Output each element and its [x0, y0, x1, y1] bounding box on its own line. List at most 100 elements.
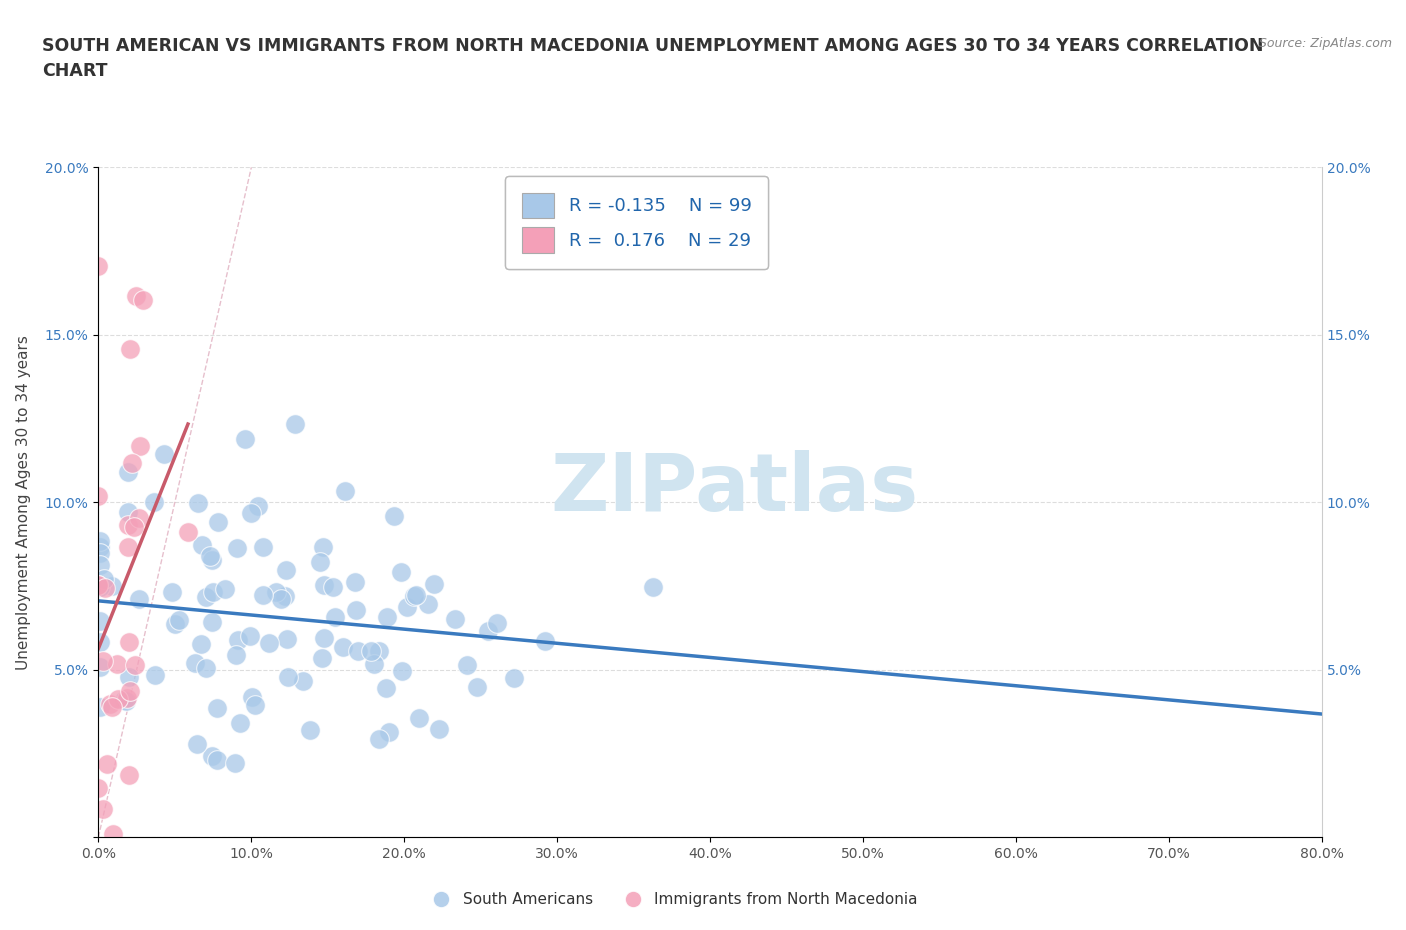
Point — [416, 596, 439, 611]
Text: Source: ZipAtlas.com: Source: ZipAtlas.com — [1258, 37, 1392, 50]
Point — [423, 577, 446, 591]
Point — [89, 613, 111, 628]
Point — [118, 670, 141, 684]
Point — [89, 659, 111, 674]
Point — [240, 689, 263, 704]
Point — [186, 737, 208, 751]
Point — [214, 582, 236, 597]
Point — [291, 674, 314, 689]
Point — [298, 723, 321, 737]
Point — [207, 752, 229, 767]
Point — [344, 602, 367, 617]
Point — [533, 634, 555, 649]
Point — [486, 616, 509, 631]
Text: SOUTH AMERICAN VS IMMIGRANTS FROM NORTH MACEDONIA UNEMPLOYMENT AMONG AGES 30 TO : SOUTH AMERICAN VS IMMIGRANTS FROM NORTH … — [42, 37, 1264, 80]
Point — [128, 439, 150, 454]
Point — [239, 629, 262, 644]
Point — [266, 584, 288, 599]
Point — [115, 691, 138, 706]
Point — [190, 538, 212, 552]
Point — [224, 756, 246, 771]
Point — [118, 768, 141, 783]
Point — [201, 749, 224, 764]
Point — [276, 563, 298, 578]
Point — [87, 488, 110, 503]
Point — [252, 539, 274, 554]
Y-axis label: Unemployment Among Ages 30 to 34 years: Unemployment Among Ages 30 to 34 years — [15, 335, 31, 670]
Point — [247, 498, 270, 513]
Point — [124, 658, 146, 672]
Point — [117, 517, 139, 532]
Point — [89, 545, 111, 560]
Point — [128, 591, 150, 606]
Point — [377, 724, 399, 739]
Point — [187, 496, 209, 511]
Point — [122, 519, 145, 534]
Point — [117, 539, 139, 554]
Point — [322, 580, 344, 595]
Point — [128, 511, 150, 525]
Point — [312, 578, 335, 592]
Point — [225, 647, 247, 662]
Point — [312, 539, 335, 554]
Text: ZIPatlas: ZIPatlas — [550, 450, 918, 528]
Point — [465, 680, 488, 695]
Point — [107, 692, 129, 707]
Point — [114, 693, 136, 708]
Point — [89, 699, 111, 714]
Point — [252, 588, 274, 603]
Point — [87, 578, 110, 592]
Point — [368, 644, 391, 658]
Point — [405, 588, 427, 603]
Point — [87, 578, 110, 592]
Point — [167, 612, 190, 627]
Point — [201, 552, 224, 567]
Point — [207, 700, 229, 715]
Point — [274, 588, 297, 603]
Point — [198, 549, 221, 564]
Point — [100, 578, 122, 593]
Point — [143, 668, 166, 683]
Point — [239, 506, 262, 521]
Point — [101, 699, 124, 714]
Point — [125, 288, 148, 303]
Point — [382, 509, 405, 524]
Point — [202, 584, 225, 599]
Point — [89, 533, 111, 548]
Point — [118, 684, 141, 698]
Point — [332, 640, 354, 655]
Point — [408, 711, 430, 725]
Point — [443, 611, 465, 626]
Point — [347, 644, 370, 658]
Point — [165, 617, 187, 631]
Point — [368, 731, 391, 746]
Point — [177, 525, 200, 539]
Point — [335, 484, 357, 498]
Point — [101, 826, 124, 841]
Point — [404, 589, 426, 604]
Point — [89, 634, 111, 649]
Point — [477, 623, 499, 638]
Point — [112, 692, 135, 707]
Point — [89, 579, 111, 594]
Point — [190, 637, 212, 652]
Point — [98, 697, 121, 711]
Point — [314, 631, 336, 645]
Point — [194, 661, 217, 676]
Point — [226, 540, 249, 555]
Point — [375, 681, 398, 696]
Point — [184, 656, 207, 671]
Point — [132, 292, 155, 307]
Point — [226, 632, 249, 647]
Point — [323, 609, 346, 624]
Point — [89, 539, 111, 554]
Point — [309, 554, 332, 569]
Point — [121, 456, 143, 471]
Point — [201, 615, 224, 630]
Point — [89, 558, 111, 573]
Point — [118, 634, 141, 649]
Point — [277, 670, 299, 684]
Point — [375, 610, 398, 625]
Point — [195, 590, 218, 604]
Point — [344, 575, 367, 590]
